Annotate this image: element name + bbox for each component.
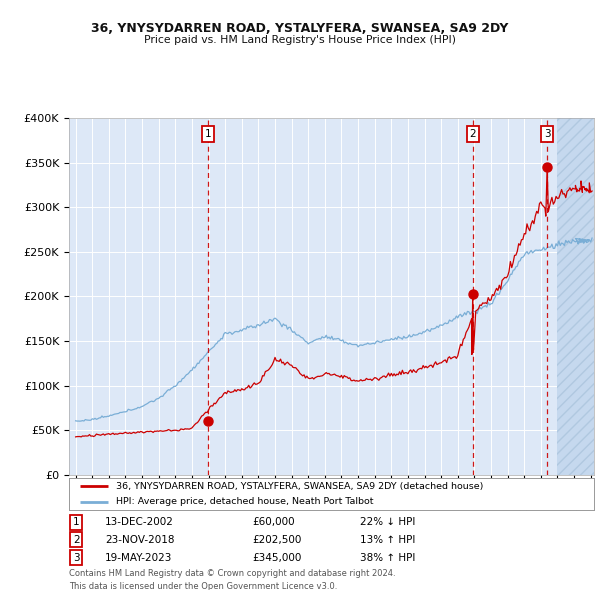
Text: 3: 3	[73, 553, 80, 562]
Text: 3: 3	[544, 129, 550, 139]
Text: 2: 2	[469, 129, 476, 139]
Text: 1: 1	[73, 517, 80, 527]
Text: 22% ↓ HPI: 22% ↓ HPI	[360, 517, 415, 527]
Text: 36, YNYSYDARREN ROAD, YSTALYFERA, SWANSEA, SA9 2DY: 36, YNYSYDARREN ROAD, YSTALYFERA, SWANSE…	[91, 22, 509, 35]
Text: 13% ↑ HPI: 13% ↑ HPI	[360, 535, 415, 545]
Text: 38% ↑ HPI: 38% ↑ HPI	[360, 553, 415, 562]
Text: 36, YNYSYDARREN ROAD, YSTALYFERA, SWANSEA, SA9 2DY (detached house): 36, YNYSYDARREN ROAD, YSTALYFERA, SWANSE…	[116, 482, 484, 491]
Text: 13-DEC-2002: 13-DEC-2002	[105, 517, 174, 527]
Text: Contains HM Land Registry data © Crown copyright and database right 2024.: Contains HM Land Registry data © Crown c…	[69, 569, 395, 578]
Text: 1: 1	[205, 129, 211, 139]
Text: Price paid vs. HM Land Registry's House Price Index (HPI): Price paid vs. HM Land Registry's House …	[144, 35, 456, 45]
Text: £60,000: £60,000	[252, 517, 295, 527]
Bar	[557, 109, 594, 475]
Text: 19-MAY-2023: 19-MAY-2023	[105, 553, 172, 562]
Text: 23-NOV-2018: 23-NOV-2018	[105, 535, 175, 545]
Text: HPI: Average price, detached house, Neath Port Talbot: HPI: Average price, detached house, Neat…	[116, 497, 374, 506]
Text: £202,500: £202,500	[252, 535, 301, 545]
Text: £345,000: £345,000	[252, 553, 301, 562]
Text: This data is licensed under the Open Government Licence v3.0.: This data is licensed under the Open Gov…	[69, 582, 337, 590]
Text: 2: 2	[73, 535, 80, 545]
